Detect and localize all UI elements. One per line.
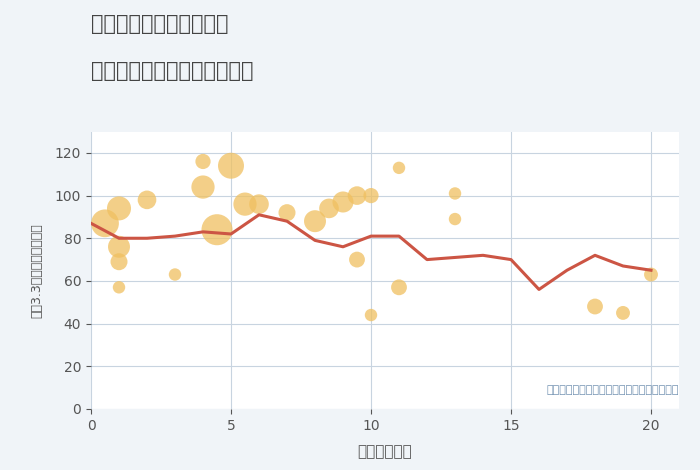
Point (169, 271, 181, 278)
Point (239, 200, 251, 208)
Point (449, 215, 461, 223)
Point (281, 209, 293, 216)
Point (589, 303, 601, 310)
Point (197, 183, 209, 191)
Point (393, 164, 405, 172)
Point (225, 162, 237, 170)
Point (141, 196, 153, 204)
Point (365, 311, 377, 319)
Point (113, 258, 125, 266)
Point (645, 271, 657, 278)
Point (253, 200, 265, 208)
Point (365, 192, 377, 199)
Y-axis label: 坪（3.3㎡）単価（万円）: 坪（3.3㎡）単価（万円） (31, 223, 44, 318)
Point (99, 219, 111, 227)
Point (351, 192, 363, 199)
Point (449, 190, 461, 197)
Point (113, 204, 125, 212)
Text: 三重県津市安濃町清水の: 三重県津市安濃町清水の (91, 14, 228, 34)
Point (113, 283, 125, 291)
Point (197, 158, 209, 165)
Point (113, 243, 125, 251)
Text: 円の大きさは、取引のあった物件面積を示す: 円の大きさは、取引のあった物件面積を示す (547, 385, 679, 395)
Point (393, 283, 405, 291)
Point (617, 309, 629, 317)
Text: 駅距離別中古マンション価格: 駅距離別中古マンション価格 (91, 61, 253, 81)
Point (309, 218, 321, 225)
Point (351, 256, 363, 263)
Point (323, 204, 335, 212)
X-axis label: 駅距離（分）: 駅距離（分） (358, 444, 412, 459)
Point (337, 198, 349, 206)
Point (211, 226, 223, 234)
